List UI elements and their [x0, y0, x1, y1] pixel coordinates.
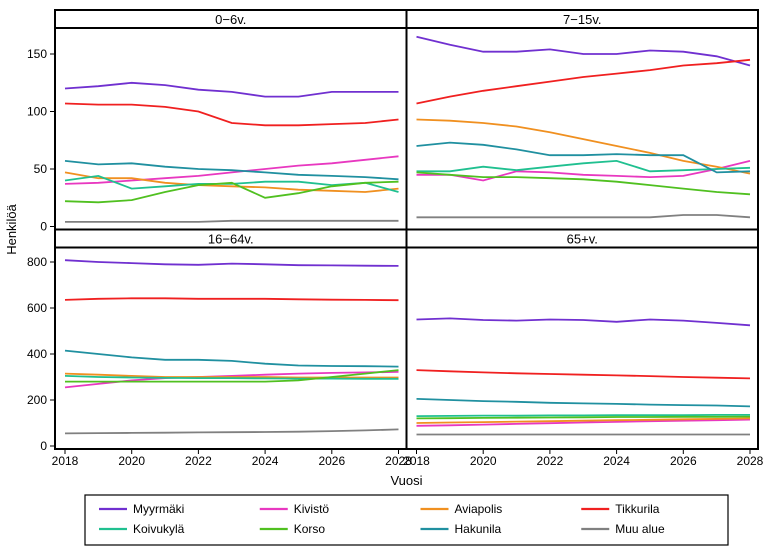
series-line: [417, 318, 751, 325]
legend-label: Myyrmäki: [133, 502, 184, 516]
legend-label: Tikkurila: [615, 502, 660, 516]
y-tick-label: 50: [34, 162, 48, 176]
chart-container: Henkilöä Vuosi 0−6v. 0 50 100 150 7−15v. 16−64v.…: [0, 0, 768, 549]
series-line: [65, 351, 399, 367]
series-line: [65, 221, 399, 222]
x-tick-label: 2028: [737, 454, 764, 468]
x-tick-label: 2022: [537, 454, 564, 468]
legend-label: Muu alue: [615, 522, 665, 536]
series-line: [65, 83, 399, 97]
series-line: [65, 260, 399, 266]
x-tick-label: 2020: [118, 454, 145, 468]
series-line: [65, 161, 399, 179]
series-line: [417, 37, 751, 66]
panel-title: 16−64v.: [208, 232, 254, 247]
x-tick-label: 2020: [470, 454, 497, 468]
series-line: [417, 370, 751, 378]
y-tick-label: 600: [27, 301, 47, 315]
series-line: [417, 60, 751, 104]
series-line: [417, 399, 751, 407]
y-tick-label: 150: [27, 47, 47, 61]
x-tick-label: 2026: [670, 454, 697, 468]
x-tick-label: 2018: [403, 454, 430, 468]
series-line: [417, 417, 751, 419]
legend-label: Koivukylä: [133, 522, 185, 536]
x-tick-label: 2026: [318, 454, 345, 468]
legend-label: Kivistö: [294, 502, 330, 516]
x-tick-label: 2018: [52, 454, 79, 468]
series-line: [417, 215, 751, 217]
y-tick-label: 400: [27, 347, 47, 361]
y-tick-label: 200: [27, 393, 47, 407]
chart-svg: Henkilöä Vuosi 0−6v. 0 50 100 150 7−15v. 16−64v.…: [0, 0, 768, 549]
x-tick-label: 2024: [603, 454, 630, 468]
series-line: [417, 143, 751, 173]
y-tick-label: 0: [40, 220, 47, 234]
x-tick-label: 2024: [252, 454, 279, 468]
series-line: [65, 429, 399, 433]
x-tick-label: 2022: [185, 454, 212, 468]
legend-label: Korso: [294, 522, 326, 536]
series-line: [417, 161, 751, 171]
x-axis-label: Vuosi: [390, 473, 422, 488]
y-tick-label: 0: [40, 439, 47, 453]
y-tick-label: 100: [27, 105, 47, 119]
y-axis-label: Henkilöä: [4, 203, 19, 254]
panel-title: 65+v.: [567, 232, 598, 247]
panel-title: 0−6v.: [215, 12, 246, 27]
y-tick-label: 800: [27, 255, 47, 269]
panel-title: 7−15v.: [563, 12, 601, 27]
series-line: [417, 120, 751, 174]
series-line: [65, 298, 399, 300]
legend-label: Hakunila: [455, 522, 502, 536]
series-line: [65, 372, 399, 388]
series-line: [65, 104, 399, 126]
legend-label: Aviapolis: [455, 502, 503, 516]
